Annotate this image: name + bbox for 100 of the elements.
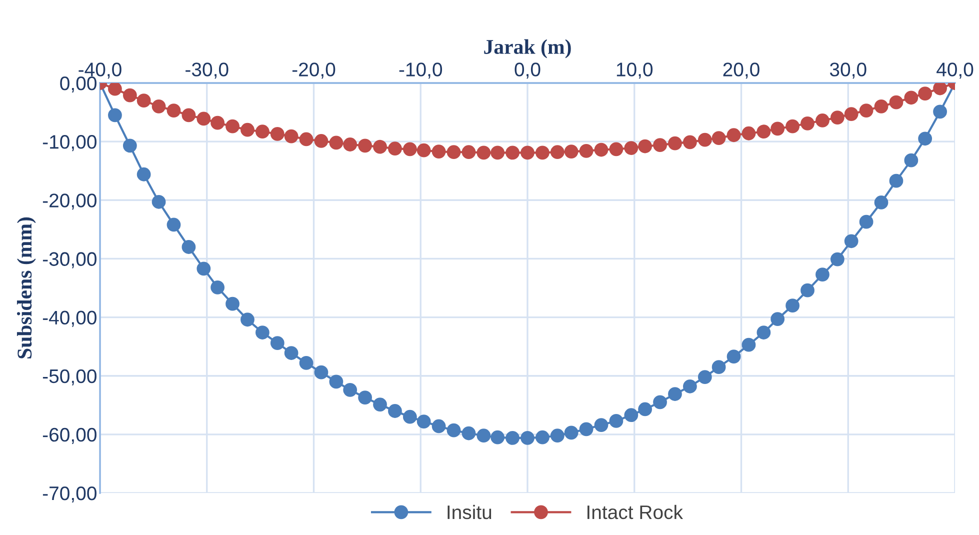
point [742, 338, 756, 352]
point [859, 104, 874, 118]
point [314, 134, 328, 148]
point [520, 431, 534, 445]
point [196, 262, 211, 276]
point [226, 296, 240, 311]
point [136, 167, 151, 182]
point [210, 116, 225, 130]
point [136, 94, 151, 108]
point [609, 414, 624, 428]
point [550, 428, 564, 443]
point [490, 146, 505, 160]
y-tick-label: 0,00 [60, 76, 96, 93]
point [816, 114, 830, 128]
point [329, 136, 344, 150]
y-tick-label: -30,00 [42, 252, 96, 268]
point [270, 127, 284, 141]
point [536, 430, 550, 444]
point [270, 336, 284, 350]
point [918, 132, 932, 146]
point [564, 426, 578, 440]
point [668, 136, 682, 150]
point [830, 110, 844, 124]
point [712, 131, 726, 145]
point [226, 119, 240, 134]
x-tick-label: -20,0 [292, 62, 336, 79]
point [889, 174, 904, 188]
point [874, 196, 888, 210]
y-tick-label: -50,00 [42, 369, 96, 386]
point [770, 122, 785, 136]
point [653, 138, 667, 152]
point [638, 402, 652, 416]
point [844, 107, 858, 121]
point [786, 119, 800, 134]
y-tick-label: -70,00 [42, 486, 96, 503]
point [712, 360, 726, 374]
legend-label: Intact Rock [588, 504, 684, 520]
point [933, 104, 947, 119]
point [166, 104, 181, 118]
point [742, 126, 756, 140]
point [638, 139, 652, 154]
x-tick-label: -40,0 [78, 62, 122, 79]
point [402, 142, 417, 156]
point [904, 90, 918, 105]
point [284, 129, 298, 144]
point [476, 428, 491, 443]
point [182, 240, 196, 254]
point [358, 390, 372, 404]
y-tick-label: -20,00 [42, 194, 96, 210]
point [683, 379, 697, 394]
point [196, 112, 211, 126]
point [653, 395, 667, 410]
point [329, 374, 344, 389]
point [462, 426, 476, 440]
point [432, 419, 446, 434]
point [564, 144, 578, 158]
point [210, 280, 225, 294]
point [476, 146, 491, 160]
point [918, 86, 932, 100]
point [373, 140, 387, 154]
point [358, 138, 372, 153]
point [756, 124, 771, 139]
point [314, 365, 328, 380]
point [373, 398, 387, 412]
point [416, 414, 431, 428]
point [108, 108, 122, 122]
point [416, 143, 431, 158]
point [108, 83, 122, 96]
point [579, 144, 594, 158]
point [402, 410, 417, 424]
point [299, 356, 314, 370]
point [624, 408, 638, 422]
point [536, 146, 550, 160]
point [889, 95, 904, 110]
point [859, 214, 874, 229]
x-tick-label: 0,0 [514, 62, 540, 79]
point [343, 138, 358, 152]
point [388, 404, 402, 418]
point [490, 430, 505, 444]
point [152, 194, 166, 209]
point [166, 218, 181, 232]
point [122, 138, 137, 153]
point [726, 128, 741, 142]
point [594, 142, 608, 157]
point [432, 144, 446, 158]
point [698, 370, 712, 384]
point [933, 83, 947, 96]
x-tick-label: 40,0 [936, 62, 974, 79]
point [446, 423, 461, 438]
point [698, 132, 712, 147]
point [770, 312, 785, 326]
x-tick-label: 30,0 [830, 62, 866, 79]
point [240, 122, 254, 137]
point [683, 135, 697, 150]
point [182, 108, 196, 122]
point [609, 142, 624, 156]
y-tick-label: -10,00 [42, 135, 96, 152]
point [594, 418, 608, 432]
point [756, 326, 771, 340]
x-axis-title: Jarak (m) [484, 39, 571, 58]
